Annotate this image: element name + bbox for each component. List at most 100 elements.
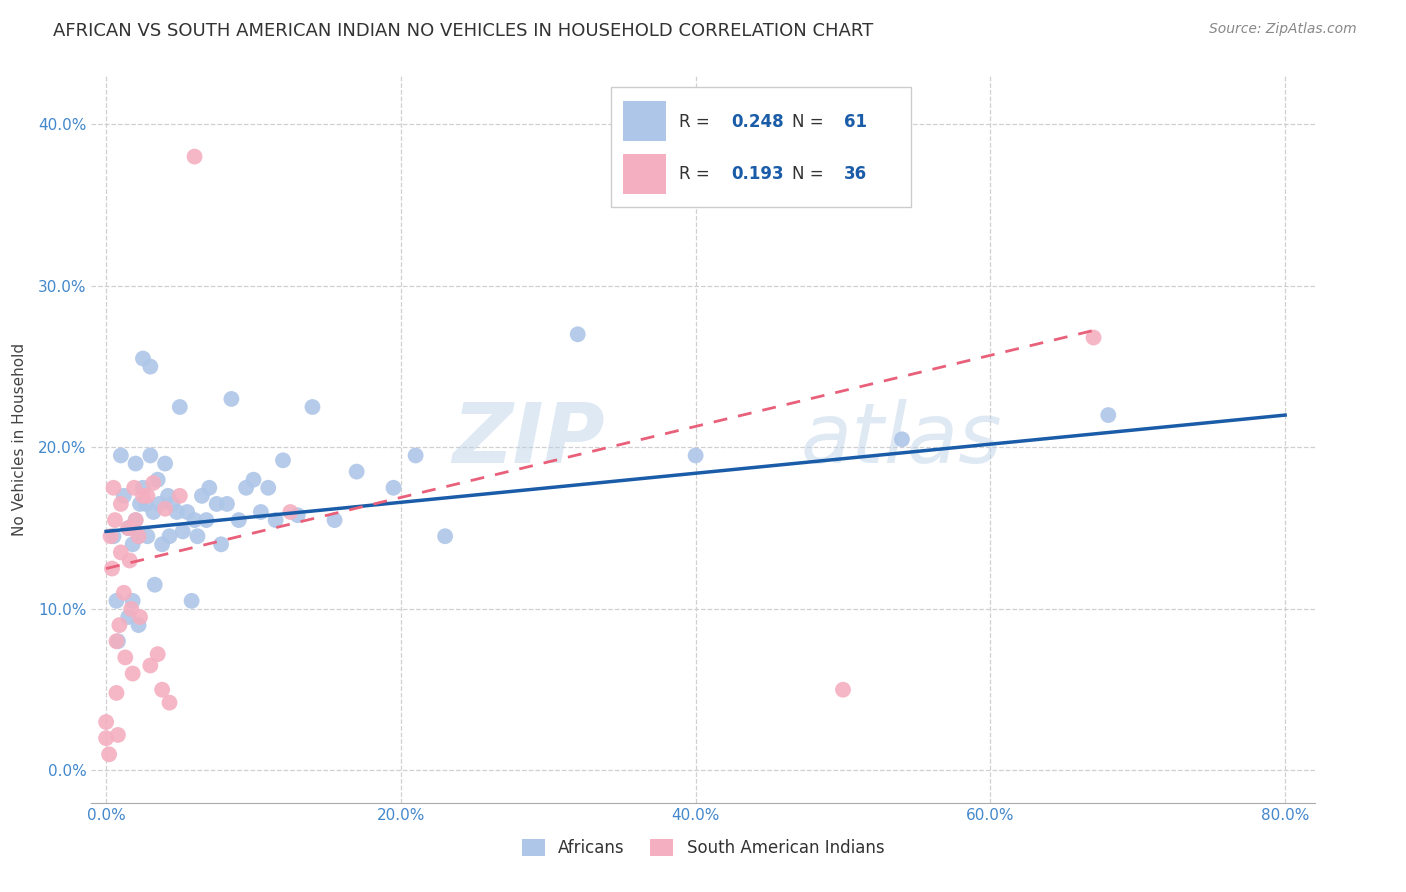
Text: atlas: atlas xyxy=(801,399,1002,480)
Point xyxy=(121,666,143,681)
Text: 0.193: 0.193 xyxy=(731,165,783,183)
Text: 61: 61 xyxy=(844,112,866,130)
Y-axis label: No Vehicles in Household: No Vehicles in Household xyxy=(11,343,27,536)
Point xyxy=(832,682,855,697)
Text: N =: N = xyxy=(793,165,830,183)
Point xyxy=(124,457,146,471)
Point xyxy=(183,150,205,164)
Point xyxy=(264,513,287,527)
Point xyxy=(228,513,250,527)
Point xyxy=(136,529,159,543)
Point xyxy=(146,647,169,661)
Point xyxy=(1083,330,1105,344)
Point xyxy=(346,465,368,479)
Point xyxy=(169,400,191,414)
Point xyxy=(301,400,323,414)
Point xyxy=(105,594,128,608)
Point xyxy=(891,432,914,446)
Text: 36: 36 xyxy=(844,165,866,183)
Point xyxy=(132,489,155,503)
Point xyxy=(198,481,221,495)
Point xyxy=(257,481,280,495)
Point xyxy=(191,489,214,503)
Point xyxy=(169,489,191,503)
Point xyxy=(132,481,155,495)
Point xyxy=(135,497,157,511)
Text: AFRICAN VS SOUTH AMERICAN INDIAN NO VEHICLES IN HOUSEHOLD CORRELATION CHART: AFRICAN VS SOUTH AMERICAN INDIAN NO VEHI… xyxy=(53,22,873,40)
Point xyxy=(110,449,132,463)
Point xyxy=(148,497,170,511)
Point xyxy=(107,634,129,648)
Point xyxy=(117,521,139,535)
Legend: Africans, South American Indians: Africans, South American Indians xyxy=(515,832,891,863)
Point xyxy=(142,475,165,490)
Point xyxy=(103,529,125,543)
Point xyxy=(100,529,122,543)
Point xyxy=(242,473,264,487)
Point xyxy=(110,545,132,559)
Point xyxy=(139,359,162,374)
Point xyxy=(195,513,218,527)
Point xyxy=(405,449,427,463)
Point xyxy=(94,731,117,746)
Point xyxy=(166,505,188,519)
Point xyxy=(287,508,309,523)
Point xyxy=(150,682,173,697)
Point xyxy=(107,728,129,742)
Point xyxy=(104,513,127,527)
Point xyxy=(121,594,143,608)
Point xyxy=(180,594,202,608)
Point xyxy=(112,489,135,503)
Text: R =: R = xyxy=(679,112,714,130)
Point xyxy=(128,529,150,543)
Point xyxy=(105,686,128,700)
Point xyxy=(172,524,194,539)
Point xyxy=(209,537,232,551)
Point xyxy=(280,505,302,519)
Point xyxy=(159,696,181,710)
Point xyxy=(205,497,228,511)
Point xyxy=(132,351,155,366)
Point xyxy=(434,529,457,543)
Point xyxy=(143,578,166,592)
Point xyxy=(183,513,205,527)
Point xyxy=(142,505,165,519)
Point xyxy=(186,529,208,543)
Point xyxy=(129,497,152,511)
Point xyxy=(157,489,180,503)
Text: N =: N = xyxy=(793,112,830,130)
Point xyxy=(139,449,162,463)
Point xyxy=(105,634,128,648)
Point xyxy=(250,505,273,519)
Point xyxy=(98,747,121,762)
Point xyxy=(146,473,169,487)
Point xyxy=(176,505,198,519)
Point xyxy=(128,618,150,632)
Point xyxy=(117,610,139,624)
Point xyxy=(382,481,405,495)
Point xyxy=(1097,408,1119,422)
Text: 0.248: 0.248 xyxy=(731,112,783,130)
Point xyxy=(112,586,135,600)
Point xyxy=(122,481,145,495)
Point xyxy=(153,457,176,471)
Point xyxy=(567,327,589,342)
Point xyxy=(221,392,243,406)
Point xyxy=(129,610,152,624)
Point xyxy=(118,553,141,567)
Point xyxy=(117,521,139,535)
Point xyxy=(128,529,150,543)
Point xyxy=(101,561,124,575)
Point xyxy=(108,618,131,632)
Point xyxy=(114,650,136,665)
Text: R =: R = xyxy=(679,165,714,183)
Point xyxy=(120,602,142,616)
Point xyxy=(162,497,184,511)
Point xyxy=(215,497,238,511)
Point xyxy=(685,449,707,463)
FancyBboxPatch shape xyxy=(612,87,911,207)
Point xyxy=(159,529,181,543)
Point xyxy=(110,497,132,511)
Point xyxy=(124,513,146,527)
Text: ZIP: ZIP xyxy=(453,399,605,480)
